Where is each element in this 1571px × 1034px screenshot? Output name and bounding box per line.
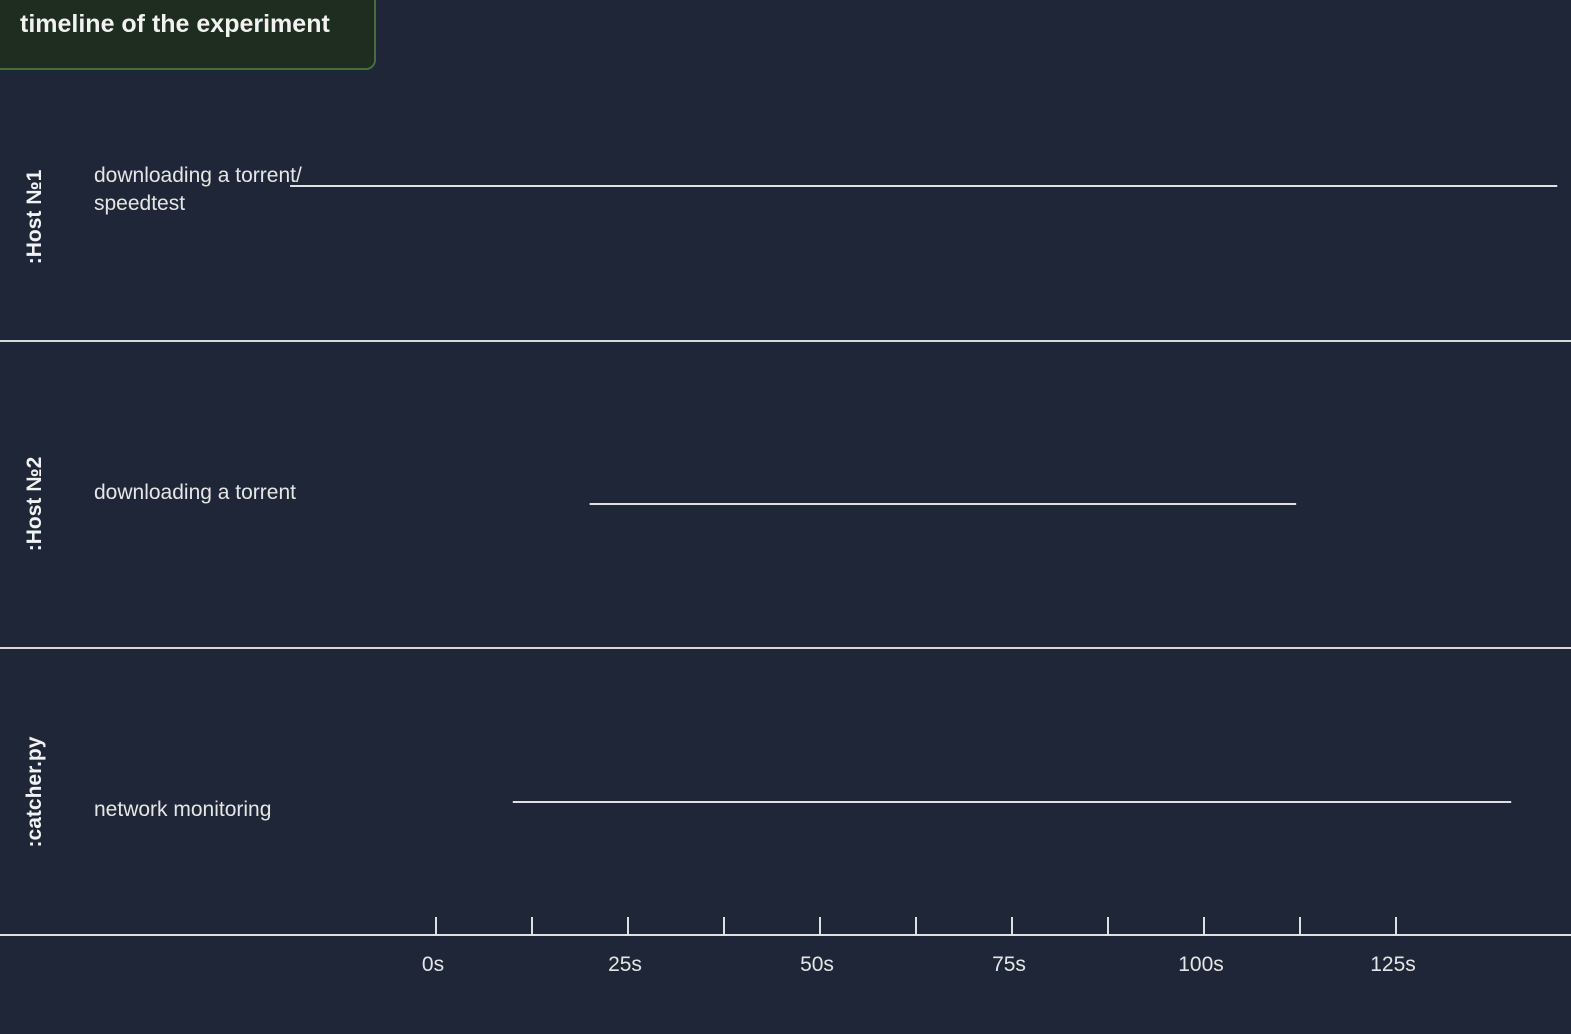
task-label-catcher: network monitoring <box>94 798 272 821</box>
x-tick-label-1: 25s <box>608 953 642 976</box>
x-tick-label-3: 75s <box>992 953 1026 976</box>
task-label-host1: downloading a torrent/ speedtest <box>94 164 302 215</box>
x-tick-label-4: 100s <box>1178 953 1224 976</box>
x-tick-label-2: 50s <box>800 953 834 976</box>
task-label-host2: downloading a torrent <box>94 481 296 504</box>
lane-separator-1 <box>0 340 1571 342</box>
chart-title: timeline of the experiment <box>20 10 330 38</box>
lane-separator-2 <box>0 647 1571 649</box>
x-tick-label-5: 125s <box>1370 953 1416 976</box>
x-tick-label-0: 0s <box>422 953 444 976</box>
title-box: timeline of the experiment <box>0 0 376 70</box>
